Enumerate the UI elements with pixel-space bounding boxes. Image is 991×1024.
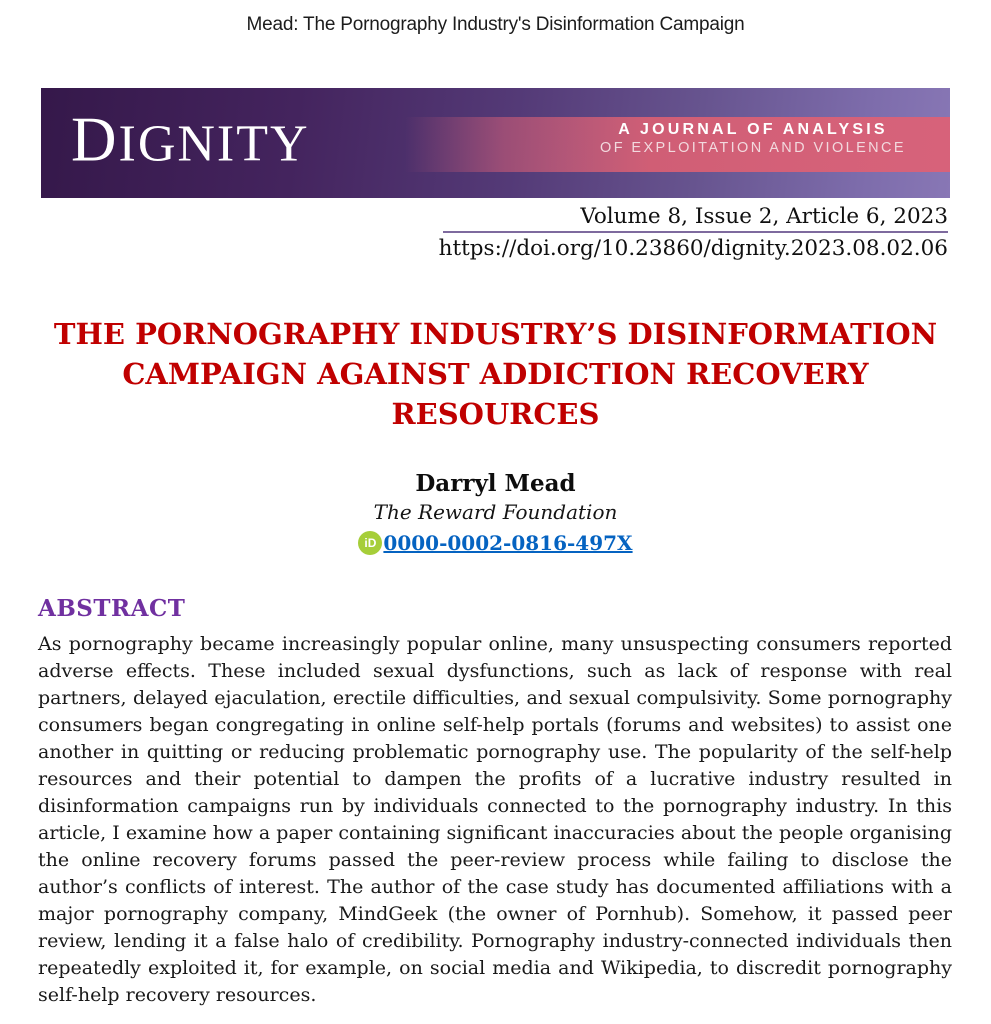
article-title: THE PORNOGRAPHY INDUSTRY’S DISINFORMATIO… [40,314,951,434]
journal-logo: DIGNITY [71,104,310,177]
author-affiliation: The Reward Foundation [373,500,618,525]
citation-divider [443,231,948,233]
journal-banner: DIGNITY A JOURNAL OF ANALYSIS OF EXPLOIT… [41,88,950,198]
banner-pink-stripe [404,117,950,172]
tagline-line-2: OF EXPLOITATION AND VIOLENCE [600,140,906,156]
abstract-text: As pornography became increasingly popul… [38,633,952,1007]
journal-logo-initial: D [71,104,119,175]
citation-block: Volume 8, Issue 2, Article 6, 2023 https… [0,204,948,262]
author-name: Darryl Mead [415,470,576,498]
doi-link[interactable]: https://doi.org/10.23860/dignity.2023.08… [438,236,948,261]
volume-issue-line: Volume 8, Issue 2, Article 6, 2023 [580,204,948,229]
journal-tagline: A JOURNAL OF ANALYSIS OF EXPLOITATION AN… [600,121,906,156]
orcid-row: iD 0000-0002-0816-497X [0,531,991,556]
orcid-id-icon[interactable]: iD [358,531,383,556]
tagline-line-1: A JOURNAL OF ANALYSIS [618,121,888,138]
article-title-line-2: CAMPAIGN AGAINST ADDICTION RECOVERY [122,357,869,392]
article-title-line-1: THE PORNOGRAPHY INDUSTRY’S DISINFORMATIO… [53,317,938,351]
journal-logo-rest: IGNITY [118,115,310,173]
article-title-line-3: RESOURCES [391,397,600,432]
abstract-heading: ABSTRACT [38,595,186,623]
running-head: Mead: The Pornography Industry's Disinfo… [246,14,745,35]
orcid-link[interactable]: 0000-0002-0816-497X [383,531,633,556]
